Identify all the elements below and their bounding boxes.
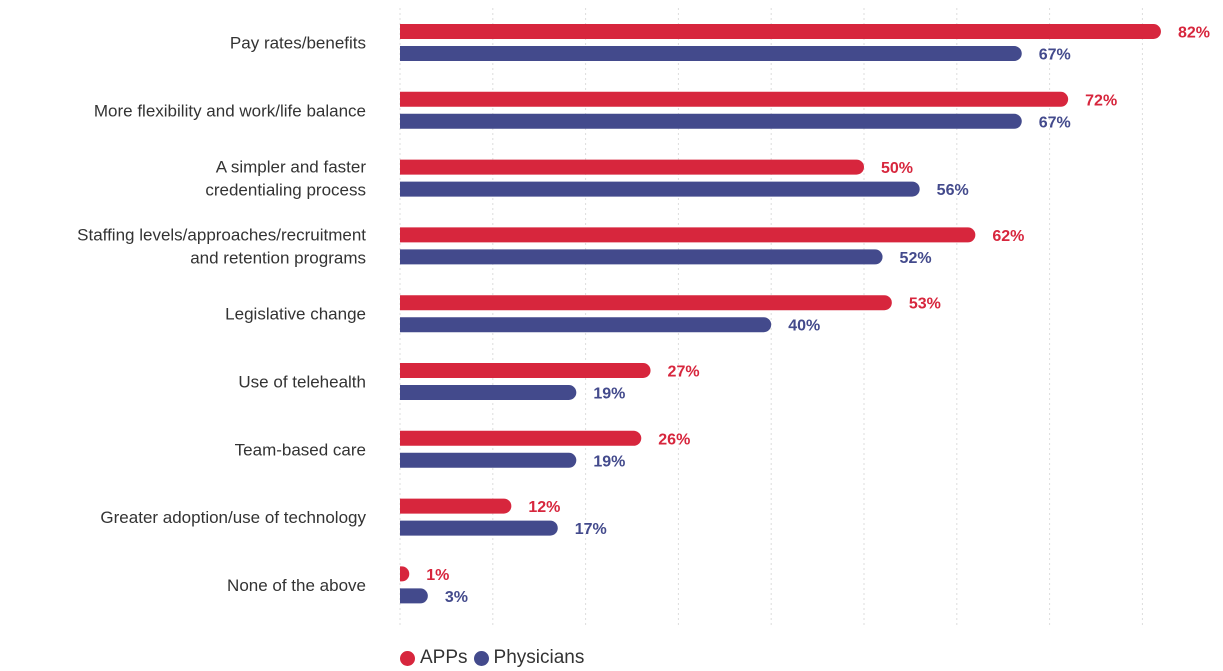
bar-apps (400, 498, 512, 514)
category-label-line: None of the above (227, 576, 366, 595)
legend-label-physicians: Physicians (493, 647, 585, 668)
category-label-line: Team-based care (235, 440, 366, 459)
bar-physicians (400, 317, 772, 333)
value-label-apps: 72% (1085, 92, 1117, 109)
bar-apps (400, 295, 892, 311)
category-label-line: Staffing levels/approaches/recruitment (77, 225, 366, 244)
value-label-physicians: 67% (1039, 114, 1071, 131)
category-label: Legislative change (225, 305, 366, 324)
category-label-line: and retention programs (190, 248, 366, 267)
category-label: Greater adoption/use of technology (100, 508, 366, 527)
legend-dot-apps (400, 650, 415, 666)
legend-item-physicians: Physicians (473, 647, 585, 669)
bar-physicians (400, 385, 577, 400)
value-label-apps: 62% (992, 228, 1024, 245)
bar-apps (400, 91, 1069, 107)
value-label-physicians: 52% (900, 250, 932, 267)
category-label: A simpler and faster credentialing proces… (205, 158, 366, 200)
category-label: Use of telehealth (238, 373, 366, 392)
bar-physicians (400, 46, 1022, 61)
value-label-physicians: 19% (593, 453, 625, 470)
bar-physicians (400, 520, 558, 536)
bar-apps (400, 430, 642, 446)
bar-physicians (400, 452, 577, 468)
category-label: None of the above (227, 576, 366, 595)
category-label-line: More flexibility and work/life balance (94, 101, 366, 120)
bar-physicians (400, 249, 883, 265)
category-label-line: credentialing process (205, 181, 366, 200)
value-label-apps: 12% (528, 499, 560, 516)
value-label-physicians: 3% (445, 589, 468, 606)
value-label-apps: 53% (909, 296, 941, 313)
bar-apps (400, 566, 410, 582)
bar-physicians (400, 181, 920, 197)
value-label-physicians: 19% (593, 386, 625, 403)
legend-label-apps: APPs (420, 647, 468, 668)
bar-physicians (400, 113, 1022, 129)
legend-item-apps: APPs (400, 647, 468, 669)
value-label-apps: 50% (881, 160, 913, 177)
value-label-apps: 27% (668, 364, 700, 381)
bar-apps (400, 363, 651, 378)
value-label-physicians: 17% (575, 521, 607, 538)
bar-apps (400, 24, 1161, 39)
bar-apps (400, 159, 865, 175)
category-label: More flexibility and work/life balance (94, 101, 366, 120)
legend-dot-physicians (473, 650, 489, 666)
chart: Pay rates/benefits 82% 67% More flexibility… (77, 8, 1210, 628)
category-label-line: Legislative change (225, 305, 366, 324)
category-label-line: Pay rates/benefits (230, 34, 366, 53)
value-label-physicians: 40% (788, 318, 820, 335)
category-label-line: A simpler and faster (216, 158, 367, 177)
category-label: Pay rates/benefits (230, 34, 366, 53)
category-label: Team-based care (235, 440, 366, 459)
category-label: Staffing levels/approaches/recruitment an… (77, 225, 366, 267)
value-label-apps: 26% (658, 431, 690, 448)
category-label-line: Greater adoption/use of technology (100, 508, 366, 527)
legend: APPs Physicians (400, 646, 590, 670)
bar-apps (400, 227, 976, 243)
value-label-apps: 82% (1178, 25, 1210, 42)
bar-physicians (400, 588, 428, 604)
value-label-apps: 1% (426, 567, 449, 584)
value-label-physicians: 56% (937, 182, 969, 199)
category-label-line: Use of telehealth (238, 373, 366, 392)
value-label-physicians: 67% (1039, 47, 1071, 64)
